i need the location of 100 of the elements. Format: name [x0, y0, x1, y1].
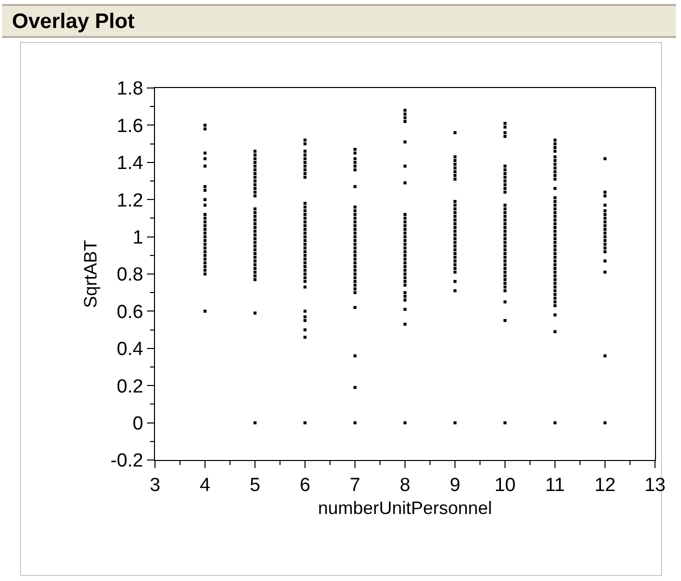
- point: [504, 263, 506, 266]
- point: [304, 157, 306, 160]
- point: [304, 272, 306, 276]
- point: [304, 216, 306, 220]
- point: [204, 254, 206, 257]
- point: [204, 216, 206, 220]
- point: [404, 250, 406, 254]
- point: [504, 244, 506, 248]
- point: [304, 220, 306, 224]
- point: [504, 233, 506, 236]
- point: [454, 155, 456, 158]
- point: [504, 278, 506, 282]
- point: [604, 250, 606, 254]
- point: [454, 178, 456, 181]
- point: [554, 146, 556, 150]
- point: [304, 276, 306, 280]
- point: [504, 164, 506, 168]
- point: [504, 252, 506, 256]
- point: [554, 214, 556, 218]
- point: [504, 214, 506, 218]
- point: [404, 246, 406, 250]
- point: [304, 209, 306, 212]
- point: [204, 242, 206, 246]
- point: [404, 212, 406, 216]
- point: [554, 282, 556, 285]
- point: [454, 200, 456, 203]
- point: [204, 204, 206, 207]
- point: [304, 228, 306, 231]
- x-tick-label: 13: [644, 474, 666, 496]
- point: [454, 226, 456, 229]
- point: [204, 188, 206, 192]
- point: [504, 180, 506, 182]
- point: [504, 190, 506, 194]
- point: [254, 207, 256, 210]
- point: [554, 204, 556, 207]
- point: [504, 286, 506, 289]
- y-tick-label: 0.8: [116, 264, 144, 286]
- point: [404, 239, 406, 242]
- point: [604, 157, 606, 160]
- point: [304, 265, 306, 268]
- point: [504, 183, 506, 186]
- point: [304, 168, 306, 172]
- point: [604, 259, 606, 262]
- y-tick-label: 0.6: [116, 302, 144, 323]
- point: [404, 258, 406, 261]
- point: [254, 240, 256, 244]
- point: [504, 126, 506, 129]
- point: [404, 220, 406, 224]
- x-tick-label: 5: [250, 474, 260, 496]
- point: [504, 131, 506, 134]
- x-tick-label: 8: [400, 474, 410, 496]
- point: [454, 252, 456, 256]
- point: [204, 224, 206, 228]
- point: [204, 164, 206, 168]
- point: [354, 160, 356, 164]
- point: [304, 315, 306, 318]
- point: [604, 194, 606, 198]
- point: [304, 242, 306, 246]
- point: [554, 244, 556, 248]
- point: [304, 232, 306, 235]
- x-tick-label: 3: [150, 474, 160, 496]
- point: [404, 216, 406, 220]
- point: [354, 220, 356, 224]
- point: [504, 319, 506, 322]
- point: [454, 159, 456, 162]
- point: [554, 296, 556, 300]
- point: [554, 292, 556, 296]
- point: [404, 291, 406, 294]
- point: [304, 235, 306, 238]
- point: [254, 160, 256, 164]
- point: [204, 272, 206, 276]
- point: [454, 266, 456, 270]
- point: [404, 228, 406, 231]
- point: [304, 138, 306, 142]
- point: [354, 276, 356, 280]
- point: [554, 421, 556, 424]
- point: [454, 218, 456, 222]
- point: [404, 268, 406, 272]
- point: [604, 212, 606, 216]
- x-tick-label: 9: [450, 474, 460, 496]
- point: [454, 289, 456, 292]
- point: [204, 212, 206, 216]
- point: [554, 313, 556, 316]
- point: [404, 272, 406, 276]
- point: [404, 280, 406, 283]
- point: [554, 211, 556, 214]
- point: [254, 312, 256, 315]
- point: [304, 254, 306, 257]
- point: [554, 155, 556, 158]
- point: [354, 164, 356, 168]
- point: [204, 265, 206, 268]
- point: [504, 222, 506, 226]
- point: [554, 289, 556, 292]
- point: [254, 263, 256, 266]
- point: [404, 322, 406, 326]
- point: [354, 216, 356, 220]
- point: [604, 209, 606, 212]
- point: [304, 176, 306, 179]
- point: [304, 310, 306, 313]
- point: [304, 150, 306, 153]
